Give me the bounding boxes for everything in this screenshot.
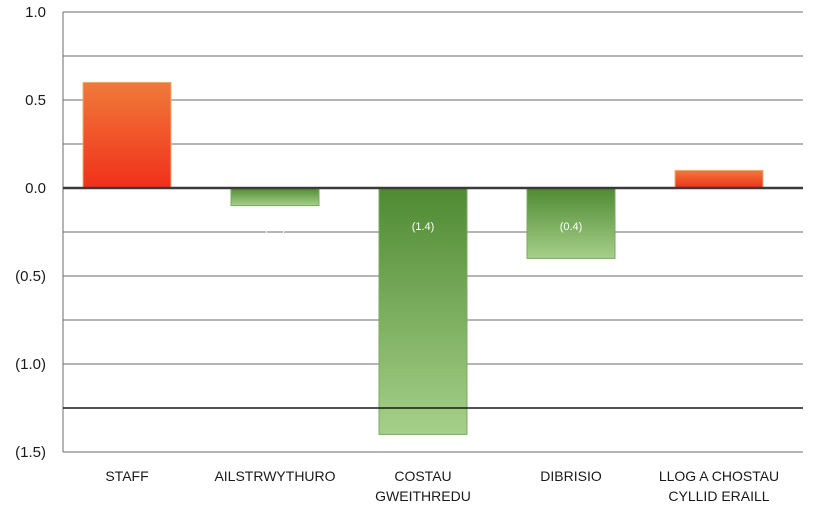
data-label: 0.1 xyxy=(711,157,726,169)
zero-line-layer xyxy=(63,186,803,409)
bar-2 xyxy=(378,187,468,435)
category-label: COSTAU xyxy=(394,468,451,484)
category-label: GWEITHREDU xyxy=(375,488,471,504)
x-axis-categories: STAFF AILSTRWYTHURO COSTAU GWEITHREDU DIBRIS… xyxy=(105,468,779,504)
bar-1 xyxy=(230,187,320,207)
category-label: LLOG A CHOSTAU xyxy=(659,468,779,484)
data-label: (0.4) xyxy=(560,221,583,233)
bars: 0.6 (0.1) (1.4) (0.4) 0.1 xyxy=(82,69,764,435)
y-tick-label: 0.0 xyxy=(25,180,46,197)
category-label: CYLLID ERAILL xyxy=(668,488,769,504)
data-label: (1.4) xyxy=(412,221,435,233)
data-label: 0.6 xyxy=(119,69,134,81)
category-label: DIBRISIO xyxy=(540,468,602,484)
y-tick-label: 1.0 xyxy=(25,4,46,21)
bar-4 xyxy=(674,169,764,189)
y-tick-label: (1.0) xyxy=(15,356,46,373)
data-label: (0.1) xyxy=(264,221,287,233)
y-tick-label: (1.5) xyxy=(15,444,46,461)
category-label: STAFF xyxy=(105,468,148,484)
y-axis-ticks: 1.0 0.5 0.0 (0.5) (1.0) (1.5) xyxy=(15,4,46,461)
bar-0 xyxy=(82,81,172,189)
y-tick-label: (0.5) xyxy=(15,268,46,285)
y-tick-label: 0.5 xyxy=(25,92,46,109)
category-label: AILSTRWYTHURO xyxy=(214,468,335,484)
